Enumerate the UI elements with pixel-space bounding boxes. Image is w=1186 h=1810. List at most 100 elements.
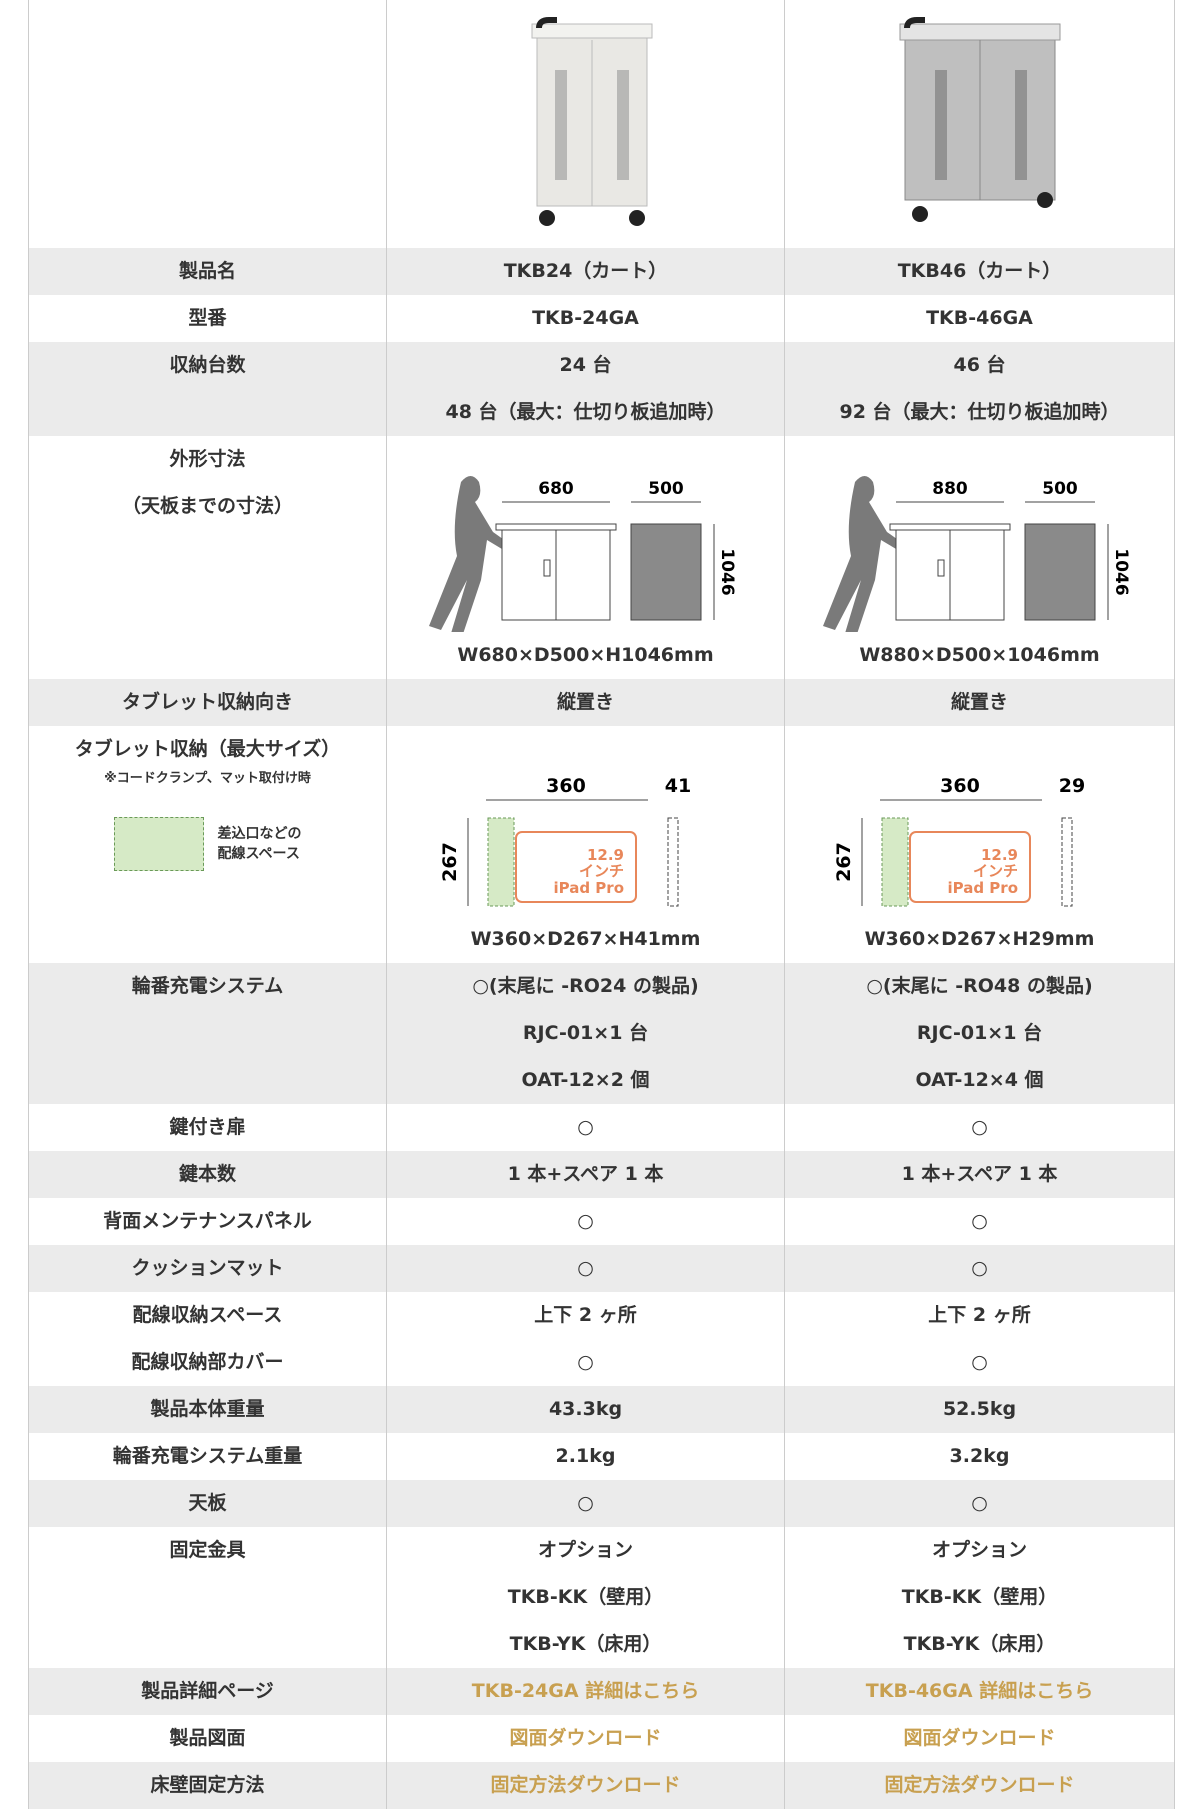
unit-label: インチ xyxy=(578,862,623,880)
tablet-outline xyxy=(908,831,1031,903)
value-cell: TKB-24GA 詳細はこちら xyxy=(387,1668,785,1715)
cart-side xyxy=(630,523,701,621)
table-row: 製品詳細ページ TKB-24GA 詳細はこちら TKB-46GA 詳細はこちら xyxy=(29,1668,1175,1715)
cell-text: 縦置き xyxy=(556,691,614,713)
cell-text: TKB-YK（床用） xyxy=(509,1633,662,1655)
cell-text: オプション xyxy=(931,1539,1027,1561)
value-cell: 固定方法ダウンロード xyxy=(387,1762,785,1809)
value-cell: ○ xyxy=(785,1104,1175,1151)
table-row: クッションマット ○ ○ xyxy=(29,1245,1175,1292)
top-plate xyxy=(889,523,1010,531)
cell-text: 52.5kg xyxy=(942,1398,1017,1420)
cell-text: 上下 2 ヶ所 xyxy=(534,1304,637,1326)
top-plate xyxy=(495,523,616,531)
cell-text: ○ xyxy=(577,1492,594,1514)
value-cell: 360 29 267 12.9 インチ iPad Pro W360×D267×H29mm xyxy=(785,726,1175,963)
cell-text: 2.1kg xyxy=(555,1445,616,1467)
value-cell: ○ xyxy=(387,1245,785,1292)
value-cell: 46 台 92 台（最大：仕切り板追加時） xyxy=(785,342,1175,436)
cell-text: オプション xyxy=(537,1539,633,1561)
thickness-label: 41 xyxy=(664,775,690,797)
table-row: 外形寸法 （天板までの寸法） 680 500 1046 W680×D500×H1046mm… xyxy=(29,436,1175,679)
width-label: 880 xyxy=(932,479,968,499)
row-label: 配線収納スペース xyxy=(132,1304,283,1326)
value-cell: 52.5kg xyxy=(785,1386,1175,1433)
note: ※コードクランプ、マット取付け時 xyxy=(104,771,311,786)
cell-text: ○(末尾に -RO24 の製品) xyxy=(472,975,699,997)
cell-text: TKB-24GA xyxy=(532,307,639,329)
image-cell xyxy=(785,0,1175,248)
label-cell: 鍵本数 xyxy=(29,1151,387,1198)
cell-text: 92 台（最大：仕切り板追加時） xyxy=(839,401,1120,423)
value-cell: TKB24（カート） xyxy=(387,248,785,295)
label-cell: 床壁固定方法 xyxy=(29,1762,387,1809)
label-cell: クッションマット xyxy=(29,1245,387,1292)
value-cell: ○ xyxy=(785,1339,1175,1386)
cell-text: W880×D500×1046mm xyxy=(859,644,1100,666)
link[interactable]: 図面ダウンロード xyxy=(903,1727,1056,1749)
cell-text: 上下 2 ヶ所 xyxy=(928,1304,1031,1326)
table-row: 配線収納部カバー ○ ○ xyxy=(29,1339,1175,1386)
cell-text: RJC-01×1 台 xyxy=(522,1022,649,1044)
row-label: 輪番充電システム xyxy=(131,975,284,997)
cell-text: 縦置き xyxy=(950,691,1008,713)
cell-text: 1 本+スペア 1 本 xyxy=(901,1163,1058,1185)
row-label: 輪番充電システム重量 xyxy=(112,1445,303,1467)
cell-text: W360×D267×H41mm xyxy=(470,928,701,950)
model-label: iPad Pro xyxy=(947,879,1018,897)
spec-table: 製品名 TKB24（カート） TKB46（カート） 型番 TKB-24GA TKB-46G… xyxy=(28,0,1175,1809)
cell-text: TKB-YK（床用） xyxy=(903,1633,1056,1655)
value-cell: 図面ダウンロード xyxy=(785,1715,1175,1762)
value-cell: 680 500 1046 W680×D500×H1046mm xyxy=(387,436,785,679)
link[interactable]: 図面ダウンロード xyxy=(509,1727,662,1749)
value-cell: TKB46（カート） xyxy=(785,248,1175,295)
cell-text: W360×D267×H29mm xyxy=(864,928,1095,950)
table-row: 型番 TKB-24GA TKB-46GA xyxy=(29,295,1175,342)
row-label: 製品本体重量 xyxy=(150,1398,265,1420)
cell-text: W680×D500×H1046mm xyxy=(457,644,714,666)
table-row: タブレット収納向き 縦置き 縦置き xyxy=(29,679,1175,726)
value-cell: 3.2kg xyxy=(785,1433,1175,1480)
cell-text: TKB-KK（壁用） xyxy=(507,1586,664,1608)
value-cell: 360 41 267 12.9 インチ iPad Pro W360×D267×H41mm xyxy=(387,726,785,963)
cell-text: TKB-46GA xyxy=(926,307,1033,329)
value-cell: 24 台 48 台（最大：仕切り板追加時） xyxy=(387,342,785,436)
table-row: 固定金具 オプション TKB-KK（壁用） TKB-YK（床用） オプション TKB-KK… xyxy=(29,1527,1175,1668)
value-cell: ○ xyxy=(387,1480,785,1527)
legend-line: 差込口などの xyxy=(217,826,302,842)
cell-text: 1 本+スペア 1 本 xyxy=(507,1163,664,1185)
link[interactable]: 固定方法ダウンロード xyxy=(490,1774,681,1796)
value-cell: 縦置き xyxy=(785,679,1175,726)
value-cell: 上下 2 ヶ所 xyxy=(785,1292,1175,1339)
value-cell: ○(末尾に -RO48 の製品) RJC-01×1 台 OAT-12×4 個 xyxy=(785,963,1175,1104)
cell-text: ○ xyxy=(577,1257,594,1279)
unit-label: インチ xyxy=(972,862,1017,880)
row-label: 背面メンテナンスパネル xyxy=(103,1210,312,1232)
height-label: 1046 xyxy=(1111,548,1131,595)
table-row: 輪番充電システム重量 2.1kg 3.2kg xyxy=(29,1433,1175,1480)
table-row: 製品図面 図面ダウンロード 図面ダウンロード xyxy=(29,1715,1175,1762)
value-cell: 図面ダウンロード xyxy=(387,1715,785,1762)
row-label: 天板 xyxy=(188,1492,227,1514)
value-cell: TKB-46GA 詳細はこちら xyxy=(785,1668,1175,1715)
label-cell: 外形寸法 （天板までの寸法） xyxy=(29,436,387,679)
outline-diagram: 680 500 1046 xyxy=(428,476,737,632)
person xyxy=(822,476,915,632)
value-cell: 上下 2 ヶ所 xyxy=(387,1292,785,1339)
model-label: iPad Pro xyxy=(553,879,624,897)
cell-text: TKB-KK（壁用） xyxy=(901,1586,1058,1608)
cell-text: 46 台 xyxy=(953,354,1006,376)
cell-text: RJC-01×1 台 xyxy=(916,1022,1043,1044)
wire-space xyxy=(487,817,514,907)
cell-text: ○ xyxy=(971,1351,988,1373)
value-cell: オプション TKB-KK（壁用） TKB-YK（床用） xyxy=(785,1527,1175,1668)
link[interactable]: TKB-46GA 詳細はこちら xyxy=(865,1680,1094,1702)
tablet-outline xyxy=(514,831,637,903)
table-row: 天板 ○ ○ xyxy=(29,1480,1175,1527)
row-label: （天板までの寸法） xyxy=(121,495,293,517)
link[interactable]: TKB-24GA 詳細はこちら xyxy=(471,1680,700,1702)
table-row: 鍵本数 1 本+スペア 1 本 1 本+スペア 1 本 xyxy=(29,1151,1175,1198)
link[interactable]: 固定方法ダウンロード xyxy=(884,1774,1075,1796)
label-cell: 製品名 xyxy=(29,248,387,295)
